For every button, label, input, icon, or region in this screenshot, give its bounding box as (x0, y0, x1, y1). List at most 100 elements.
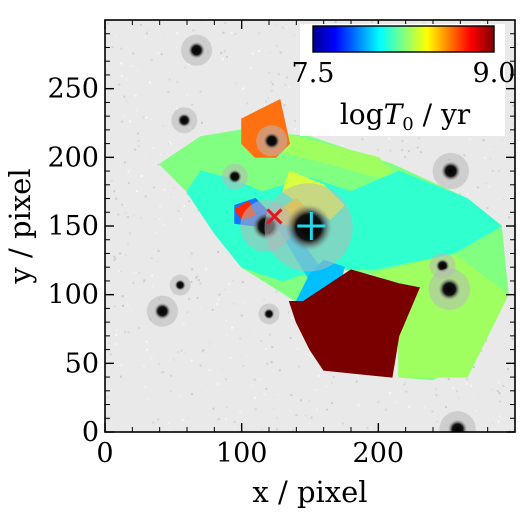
noise-pixel (117, 407, 120, 410)
noise-pixel (304, 414, 307, 417)
noise-pixel (299, 399, 302, 402)
noise-pixel (106, 199, 109, 202)
noise-pixel (275, 45, 278, 48)
noise-pixel (225, 319, 228, 322)
noise-pixel (263, 298, 266, 301)
colorbar-title: logT0 / yr (340, 98, 471, 135)
noise-pixel (168, 359, 171, 362)
noise-pixel (160, 53, 163, 56)
noise-pixel (507, 425, 509, 428)
noise-pixel (488, 185, 491, 188)
noise-pixel (401, 149, 404, 152)
noise-pixel (113, 259, 116, 262)
noise-pixel (296, 347, 299, 350)
noise-pixel (106, 34, 109, 37)
noise-pixel (135, 271, 138, 274)
noise-pixel (106, 396, 109, 399)
noise-pixel (106, 22, 109, 25)
noise-pixel (404, 381, 406, 384)
noise-pixel (196, 297, 199, 300)
noise-pixel (506, 368, 509, 371)
noise-pixel (157, 418, 160, 421)
noise-pixel (297, 365, 300, 368)
noise-pixel (144, 385, 146, 388)
noise-pixel (403, 383, 406, 386)
noise-pixel (150, 59, 153, 62)
noise-pixel (150, 118, 153, 121)
noise-pixel (447, 378, 450, 381)
noise-pixel (115, 374, 118, 377)
noise-pixel (368, 405, 371, 408)
noise-pixel (468, 138, 471, 141)
noise-pixel (172, 187, 175, 190)
noise-pixel (332, 376, 335, 378)
noise-pixel (119, 270, 122, 273)
noise-pixel (465, 382, 468, 385)
noise-pixel (240, 314, 243, 317)
noise-pixel (508, 216, 511, 219)
noise-pixel (243, 301, 246, 304)
noise-pixel (145, 116, 148, 119)
noise-pixel (233, 302, 236, 305)
noise-pixel (126, 304, 129, 307)
noise-pixel (290, 403, 293, 405)
noise-pixel (414, 427, 417, 430)
noise-pixel (265, 347, 268, 350)
noise-pixel (127, 181, 130, 184)
noise-pixel (164, 208, 167, 211)
noise-pixel (125, 78, 128, 81)
noise-pixel (150, 257, 153, 260)
noise-pixel (499, 168, 502, 171)
noise-pixel (279, 51, 282, 54)
noise-pixel (140, 175, 143, 178)
noise-pixel (225, 55, 228, 58)
noise-pixel (273, 396, 276, 399)
noise-pixel (105, 70, 108, 73)
noise-pixel (109, 75, 112, 78)
noise-pixel (457, 397, 460, 400)
noise-pixel (229, 357, 232, 359)
noise-pixel (253, 329, 256, 332)
noise-pixel (170, 374, 173, 377)
noise-pixel (188, 200, 191, 203)
noise-pixel (156, 260, 159, 263)
source-core (448, 419, 468, 432)
noise-pixel (275, 428, 278, 431)
noise-pixel (138, 272, 141, 275)
noise-pixel (265, 100, 267, 103)
noise-pixel (177, 350, 180, 353)
noise-pixel (292, 34, 295, 37)
noise-pixel (233, 427, 236, 430)
noise-pixel (217, 251, 220, 253)
noise-pixel (404, 156, 406, 158)
noise-pixel (259, 378, 262, 381)
noise-pixel (485, 182, 488, 185)
noise-pixel (239, 410, 242, 413)
noise-pixel (163, 188, 166, 191)
noise-pixel (496, 390, 499, 392)
x-tick-label: 100 (216, 438, 268, 469)
noise-pixel (132, 281, 135, 284)
noise-pixel (113, 155, 116, 158)
noise-pixel (215, 302, 218, 305)
noise-pixel (146, 29, 149, 32)
noise-pixel (433, 140, 436, 142)
noise-pixel (230, 31, 233, 34)
noise-pixel (211, 308, 214, 311)
noise-pixel (427, 165, 430, 167)
noise-pixel (288, 86, 291, 89)
noise-pixel (497, 420, 500, 423)
noise-pixel (135, 109, 138, 112)
noise-pixel (436, 20, 439, 23)
noise-pixel (462, 398, 465, 401)
noise-pixel (167, 430, 170, 432)
noise-pixel (233, 421, 236, 424)
noise-pixel (163, 153, 165, 156)
y-axis-ticks: 0 50 100 150 200 250 (47, 19, 515, 448)
noise-pixel (120, 62, 123, 65)
noise-pixel (287, 311, 290, 314)
noise-pixel (159, 153, 162, 156)
noise-pixel (222, 31, 225, 34)
noise-pixel (127, 170, 130, 173)
noise-pixel (481, 22, 484, 25)
